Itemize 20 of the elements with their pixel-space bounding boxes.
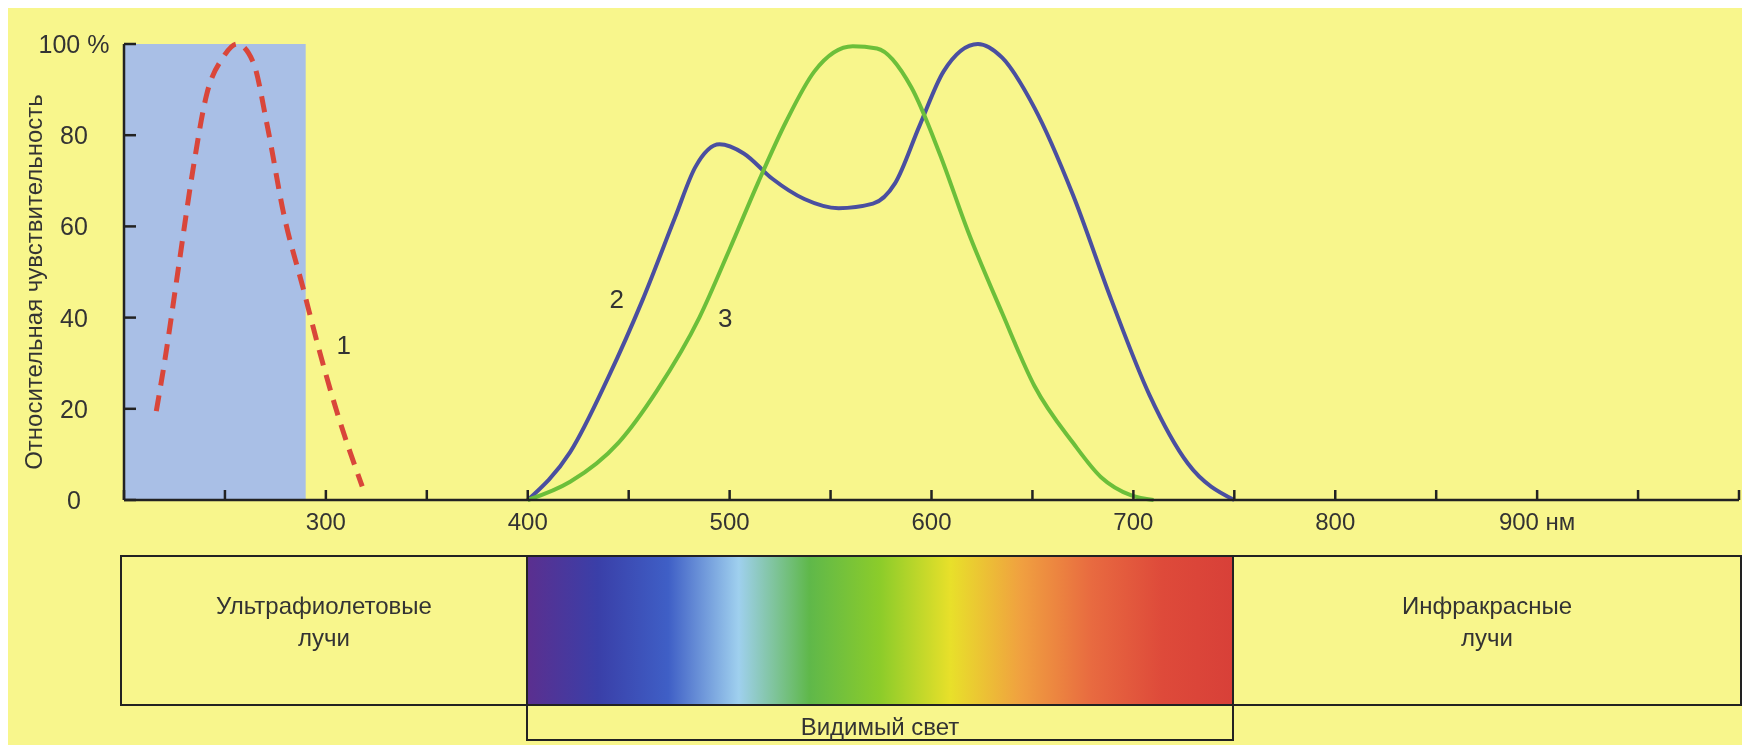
x-tick-label: 400 — [507, 508, 548, 535]
y-tick-label: 40 — [60, 303, 88, 332]
text: Инфракрасные лучи — [1402, 592, 1572, 651]
annotation: 1 — [336, 329, 352, 360]
y-tick-label: 100 % — [38, 30, 110, 58]
y-axis-title: Относительная чувствительность — [20, 94, 47, 470]
y-tick-label: 60 — [60, 212, 88, 241]
y-tick-label: 20 — [60, 394, 88, 423]
x-tick-label: 300 — [305, 508, 346, 535]
x-tick-label: 500 — [709, 508, 750, 535]
text: Ультрафиолетовые лучи — [216, 592, 432, 651]
annotation: 3 — [718, 302, 733, 333]
annotation: 2 — [609, 284, 625, 315]
x-tick-label: 900 нм — [1498, 508, 1576, 535]
x-tick-label: 700 — [1113, 508, 1154, 535]
x-tick-label: 800 — [1315, 508, 1356, 535]
text: Видимый свет — [800, 713, 960, 740]
y-tick-label: 80 — [60, 121, 88, 150]
y-tick-label: 0 — [67, 486, 81, 514]
x-tick-label: 600 — [911, 508, 952, 535]
